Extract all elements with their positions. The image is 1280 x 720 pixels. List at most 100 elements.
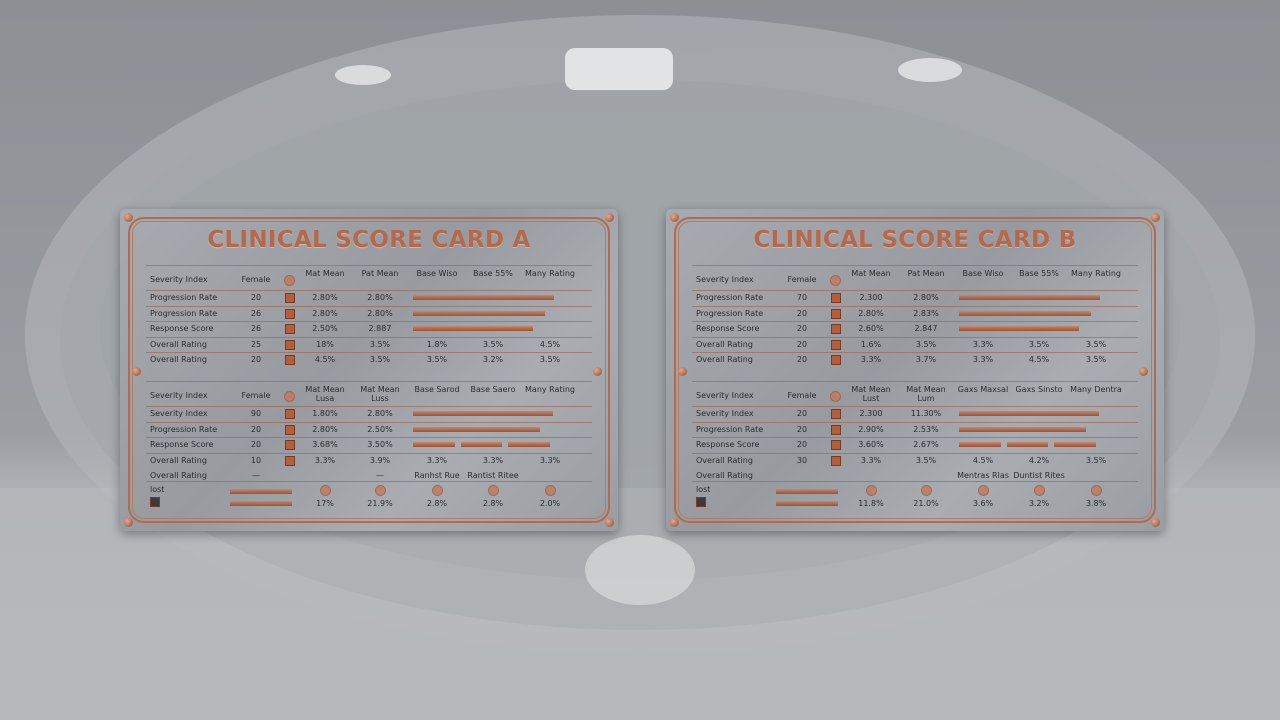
screw <box>593 367 602 376</box>
cell: 20 <box>796 409 808 418</box>
bar <box>413 310 546 316</box>
column-header: Pat Mean <box>361 269 399 278</box>
cell: 2.67% <box>913 440 939 449</box>
footer-value: 21.9% <box>367 499 393 508</box>
cell: 2.50% <box>312 324 338 333</box>
score-card: CLINICAL SCORE CARD B Severity Index Femal… <box>666 209 1164 531</box>
cell: 3.5% <box>1085 339 1107 349</box>
footer-icon <box>696 497 706 507</box>
screw <box>132 367 141 376</box>
card-frame <box>128 217 610 523</box>
cell: Overall Rating <box>696 455 753 465</box>
cell: 3.3% <box>426 455 448 465</box>
bar <box>1006 442 1049 447</box>
cell: Overall Rating <box>150 455 207 465</box>
cell: Response Score <box>696 324 760 333</box>
check-icon <box>285 339 295 350</box>
card-frame <box>674 217 1156 523</box>
column-header: Pat Mean <box>907 269 945 278</box>
cell: Severity Index <box>696 409 754 418</box>
cell: 20 <box>250 355 262 364</box>
cell: 2.53% <box>913 424 939 434</box>
row-rule <box>692 352 1138 353</box>
column-header: Mat Mean Luss <box>360 385 400 403</box>
cell: — <box>252 471 260 480</box>
cell: Rantist Ritee <box>467 471 519 480</box>
cell: 3.9% <box>369 455 391 465</box>
cell: 3.5% <box>915 339 937 349</box>
cell: 2.80% <box>367 293 393 302</box>
row-rule <box>692 421 1138 423</box>
cell: 3.3% <box>314 455 336 465</box>
footer-icon <box>488 485 499 496</box>
rule <box>146 381 592 382</box>
cell: 20 <box>250 440 262 449</box>
footer-icon <box>866 485 877 496</box>
row-rule <box>146 421 592 423</box>
check-icon <box>285 355 295 365</box>
footer-value: 2.8% <box>426 499 448 508</box>
cell: 3.3% <box>972 355 994 364</box>
footer-icon <box>320 485 331 496</box>
bar <box>413 426 540 432</box>
bar <box>460 442 503 447</box>
cell: 2.50% <box>367 424 393 434</box>
check-icon <box>831 409 841 419</box>
column-header: Gaxs Maxsal <box>957 385 1009 394</box>
check-icon <box>831 293 841 303</box>
cell: Progression Rate <box>696 424 764 434</box>
column-header: Female <box>241 391 271 400</box>
header-icon <box>284 391 295 402</box>
cell: Response Score <box>150 440 214 449</box>
row-rule <box>692 321 1138 322</box>
cell: 20 <box>250 293 262 302</box>
row-rule <box>146 321 592 322</box>
check-icon <box>285 424 295 435</box>
cell: — <box>376 471 384 480</box>
column-header: Severity Index <box>150 391 208 400</box>
cell: 3.5% <box>482 339 504 349</box>
bar <box>230 501 292 506</box>
rule <box>692 265 1138 266</box>
cell: 2.80% <box>367 409 393 418</box>
cell: 11.30% <box>910 409 942 418</box>
column-header: Many Rating <box>1071 269 1121 278</box>
cell: 3.7% <box>915 355 937 364</box>
rule <box>692 381 1138 382</box>
cell: 3.50% <box>367 440 393 449</box>
column-header: Base Wiso <box>416 269 458 278</box>
footer-icon <box>978 485 989 496</box>
cell: 70 <box>796 293 808 302</box>
cell: 3.5% <box>915 455 937 465</box>
cell: 26 <box>250 308 262 318</box>
cell: 3.5% <box>369 339 391 349</box>
cell: 1.8% <box>426 339 448 349</box>
screw <box>605 213 614 222</box>
cell: 20 <box>796 324 808 333</box>
bar <box>413 326 533 331</box>
column-header: Mat Mean Lusa <box>305 385 345 403</box>
cell: 2.80% <box>312 424 338 434</box>
cell: 26 <box>250 324 262 333</box>
check-icon <box>285 409 295 419</box>
column-header: Mat Mean <box>851 269 891 278</box>
footer-value: 11.8% <box>858 499 884 508</box>
footer-icon <box>1034 485 1045 496</box>
cell: 2.83% <box>913 308 939 318</box>
bar <box>776 501 838 506</box>
row-rule <box>692 336 1138 338</box>
cell: Progression Rate <box>150 293 218 302</box>
row-rule <box>146 305 592 307</box>
header-icon <box>830 275 841 286</box>
screw <box>605 518 614 527</box>
cell: 25 <box>250 339 262 349</box>
footer-value: 3.2% <box>1028 499 1050 508</box>
cell: 4.2% <box>1028 455 1050 465</box>
row-rule <box>146 352 592 353</box>
cell: 3.5% <box>1085 455 1107 465</box>
check-icon <box>831 440 841 450</box>
cell: 20 <box>796 424 808 434</box>
column-header: Many Dentra <box>1070 385 1122 394</box>
bar <box>230 489 292 494</box>
